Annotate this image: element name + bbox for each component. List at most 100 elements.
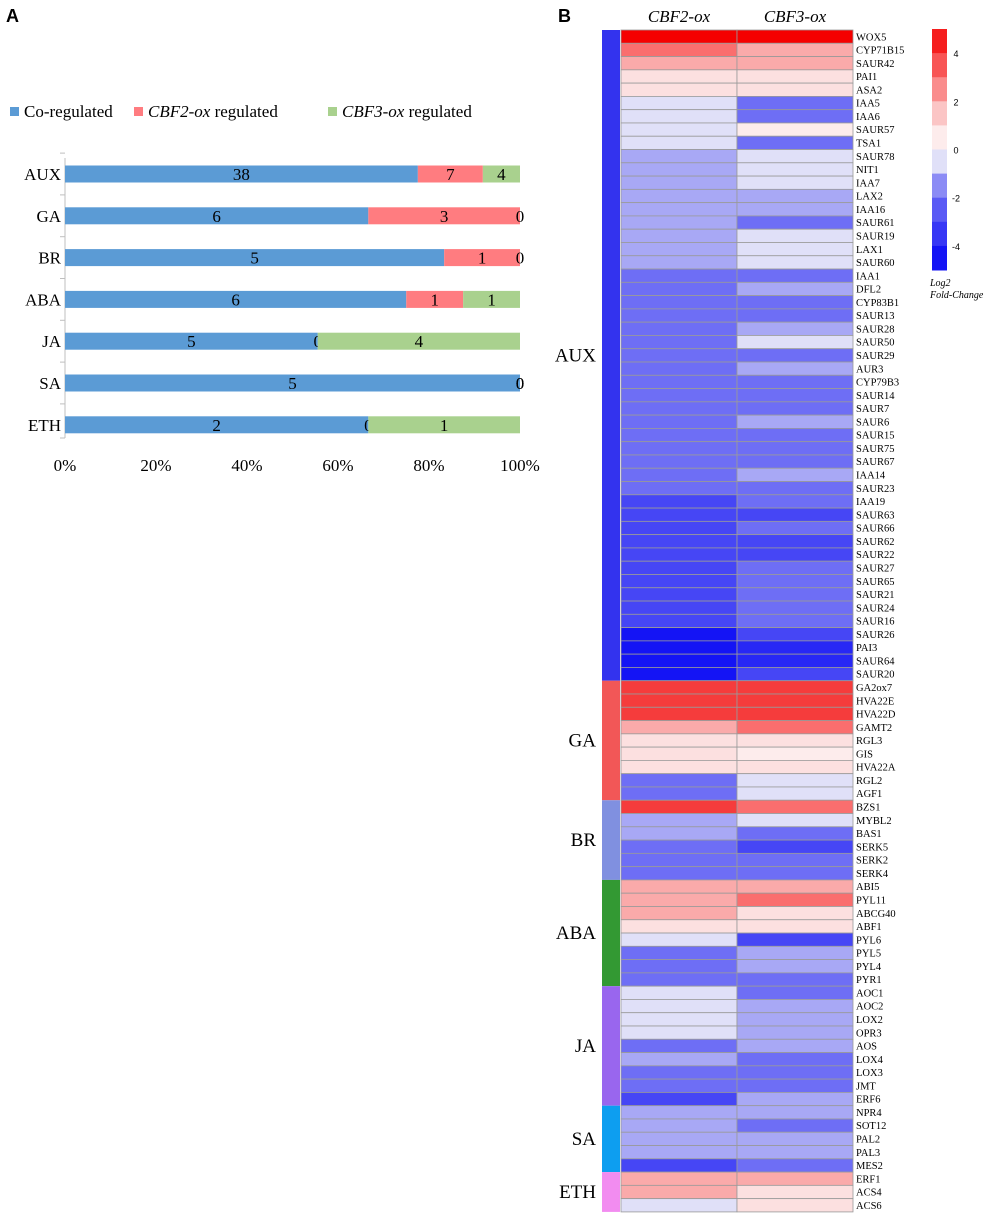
gene-label-saur64: SAUR64 bbox=[856, 656, 895, 667]
cell-pyl11-cbf2-ox bbox=[620, 892, 738, 907]
gene-label-cyp71b15: CYP71B15 bbox=[856, 46, 904, 57]
gene-label-iaa7: IAA7 bbox=[856, 178, 880, 189]
cell-rgl3-cbf3-ox bbox=[736, 733, 854, 748]
cell-pyr1-cbf2-ox bbox=[620, 972, 738, 987]
cell-gis-cbf3-ox bbox=[736, 746, 854, 761]
data-label-ja-cbf3-ox-regulated: 4 bbox=[415, 332, 424, 351]
cell-saur67-cbf2-ox bbox=[620, 454, 738, 469]
gene-label-saur15: SAUR15 bbox=[856, 431, 895, 442]
category-label-ja: JA bbox=[42, 332, 62, 351]
gene-label-saur23: SAUR23 bbox=[856, 484, 895, 495]
cell-pai1-cbf2-ox bbox=[620, 69, 738, 84]
cell-tsa1-cbf2-ox bbox=[620, 135, 738, 150]
gene-label-aoc1: AOC1 bbox=[856, 988, 883, 999]
colorbar-segment bbox=[932, 125, 947, 150]
cell-aur3-cbf2-ox bbox=[620, 361, 738, 376]
bar-segment-br-cbf2-ox-regulated bbox=[444, 249, 520, 267]
cell-cyp83b1-cbf2-ox bbox=[620, 295, 738, 310]
colorbar-segment bbox=[932, 77, 947, 102]
gene-label-lox4: LOX4 bbox=[856, 1055, 884, 1066]
gene-label-iaa6: IAA6 bbox=[856, 112, 880, 123]
cell-dfl2-cbf2-ox bbox=[620, 281, 738, 297]
gene-label-saur28: SAUR28 bbox=[856, 324, 895, 335]
cell-aoc1-cbf2-ox bbox=[620, 985, 738, 1000]
gene-label-pyl6: PYL6 bbox=[856, 935, 881, 946]
data-label-br-cbf2-ox-regulated: 1 bbox=[478, 249, 487, 268]
cell-saur61-cbf2-ox bbox=[620, 215, 738, 230]
panel-label-a: A bbox=[6, 6, 19, 26]
colorbar-segment bbox=[932, 245, 947, 271]
cell-bzs1-cbf3-ox bbox=[736, 799, 854, 814]
gene-label-pyl5: PYL5 bbox=[856, 949, 881, 960]
cell-cyp71b15-cbf2-ox bbox=[620, 42, 738, 57]
group-bar-br bbox=[602, 800, 620, 880]
cell-bzs1-cbf2-ox bbox=[620, 799, 738, 814]
cell-saur20-cbf2-ox bbox=[620, 667, 738, 682]
cell-iaa14-cbf3-ox bbox=[736, 467, 854, 482]
gene-label-acs6: ACS6 bbox=[856, 1201, 882, 1212]
stacked-bar-chart: Co-regulated CBF2-ox regulated CBF3-ox reg… bbox=[10, 102, 540, 475]
gene-label-iaa16: IAA16 bbox=[856, 205, 885, 216]
cell-saur26-cbf2-ox bbox=[620, 627, 738, 642]
cell-serk2-cbf3-ox bbox=[736, 852, 854, 868]
gene-label-wox5: WOX5 bbox=[856, 32, 886, 43]
cell-saur22-cbf3-ox bbox=[736, 547, 854, 562]
data-label-eth-co-regulated: 2 bbox=[212, 416, 221, 435]
gene-label-saur14: SAUR14 bbox=[856, 391, 895, 402]
gene-label-saur6: SAUR6 bbox=[856, 417, 889, 428]
gene-label-saur78: SAUR78 bbox=[856, 152, 895, 163]
gene-label-pai3: PAI3 bbox=[856, 643, 877, 654]
cell-abi5-cbf3-ox bbox=[736, 879, 854, 894]
gene-label-saur75: SAUR75 bbox=[856, 444, 895, 455]
cell-gamt2-cbf3-ox bbox=[736, 720, 854, 735]
colorbar-segment bbox=[932, 221, 947, 247]
cell-serk2-cbf2-ox bbox=[620, 852, 738, 868]
cell-pai3-cbf2-ox bbox=[620, 640, 738, 655]
category-label-aux: AUX bbox=[24, 165, 61, 184]
cell-serk4-cbf2-ox bbox=[620, 866, 738, 881]
cell-saur16-cbf2-ox bbox=[620, 613, 738, 629]
cell-mybl2-cbf3-ox bbox=[736, 813, 854, 828]
gene-label-aur3: AUR3 bbox=[856, 364, 883, 375]
gene-label-saur42: SAUR42 bbox=[856, 59, 895, 70]
cell-asa2-cbf2-ox bbox=[620, 82, 738, 97]
cell-saur50-cbf2-ox bbox=[620, 335, 738, 350]
bar-segment-aux-co-regulated bbox=[65, 165, 418, 183]
gene-label-iaa19: IAA19 bbox=[856, 497, 885, 508]
x-tick-label: 60% bbox=[322, 456, 353, 475]
cell-cyp79b3-cbf3-ox bbox=[736, 374, 854, 389]
cell-saur28-cbf2-ox bbox=[620, 321, 738, 336]
cell-ga2ox7-cbf3-ox bbox=[736, 680, 854, 695]
cell-saur60-cbf3-ox bbox=[736, 255, 854, 270]
cell-erf1-cbf3-ox bbox=[736, 1171, 854, 1186]
cell-aoc1-cbf3-ox bbox=[736, 985, 854, 1000]
x-tick-label: 80% bbox=[413, 456, 444, 475]
data-label-eth-cbf3-ox-regulated: 1 bbox=[440, 416, 449, 435]
cell-hva22e-cbf2-ox bbox=[620, 693, 738, 708]
cell-saur50-cbf3-ox bbox=[736, 335, 854, 350]
panel-label-b: B bbox=[558, 6, 571, 26]
cell-rgl2-cbf3-ox bbox=[736, 773, 854, 788]
gene-label-pyr1: PYR1 bbox=[856, 975, 882, 986]
cell-iaa7-cbf2-ox bbox=[620, 175, 738, 190]
colorbar-tick-label: -4 bbox=[952, 242, 960, 252]
gene-label-aos: AOS bbox=[856, 1042, 877, 1053]
gene-label-saur22: SAUR22 bbox=[856, 550, 895, 561]
gene-label-abcg40: ABCG40 bbox=[856, 909, 896, 920]
cell-acs4-cbf2-ox bbox=[620, 1184, 738, 1200]
cell-serk5-cbf2-ox bbox=[620, 839, 738, 854]
cell-saur7-cbf2-ox bbox=[620, 401, 738, 416]
gene-label-saur57: SAUR57 bbox=[856, 125, 895, 136]
data-label-ga-co-regulated: 6 bbox=[212, 207, 221, 226]
cell-acs4-cbf3-ox bbox=[736, 1184, 854, 1200]
gene-label-saur27: SAUR27 bbox=[856, 563, 895, 574]
cell-ga2ox7-cbf2-ox bbox=[620, 680, 738, 695]
group-label-ja: JA bbox=[575, 1036, 596, 1057]
data-label-aux-co-regulated: 38 bbox=[233, 165, 250, 184]
cell-cyp79b3-cbf2-ox bbox=[620, 374, 738, 389]
cell-jmt-cbf3-ox bbox=[736, 1078, 854, 1093]
cell-bas1-cbf2-ox bbox=[620, 826, 738, 841]
gene-label-abi5: ABI5 bbox=[856, 882, 879, 893]
colorbar-subtitle: Fold-Change bbox=[929, 290, 984, 301]
cell-erf6-cbf3-ox bbox=[736, 1092, 854, 1107]
